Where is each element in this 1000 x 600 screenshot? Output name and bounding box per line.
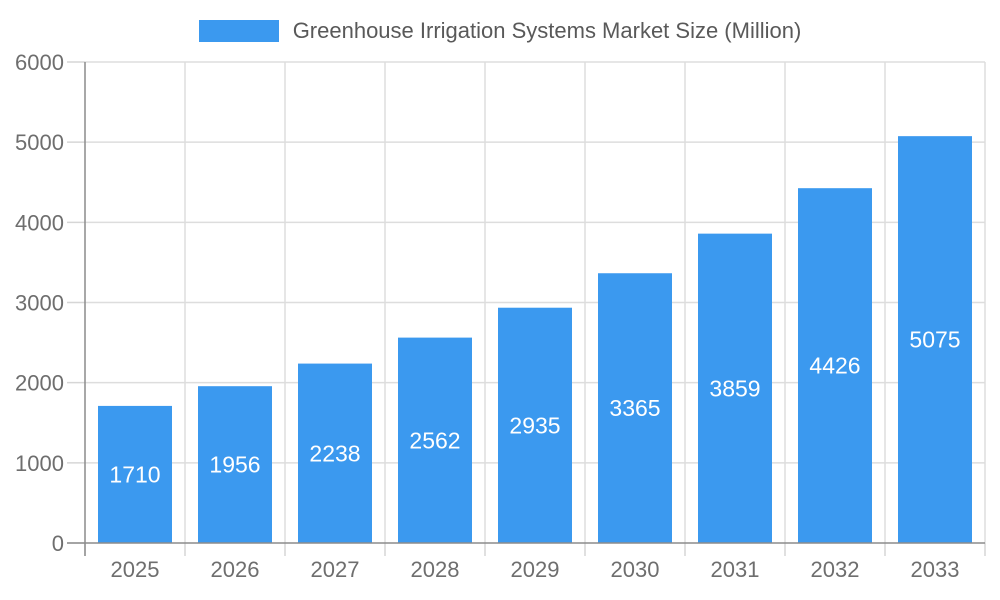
bar-value-label: 2935 bbox=[509, 412, 560, 438]
bar-value-label: 1956 bbox=[209, 452, 260, 478]
bar-2030[interactable] bbox=[598, 273, 672, 543]
x-tick-label: 2030 bbox=[611, 557, 660, 582]
bar-value-label: 3859 bbox=[709, 375, 760, 401]
legend-swatch[interactable] bbox=[198, 20, 279, 42]
bar-value-label: 5075 bbox=[909, 327, 960, 353]
y-tick-label: 5000 bbox=[15, 130, 64, 155]
bar-2027[interactable] bbox=[298, 363, 372, 543]
x-tick-label: 2029 bbox=[511, 557, 560, 582]
bar-2033[interactable] bbox=[898, 136, 972, 543]
bar-value-label: 1710 bbox=[109, 461, 160, 487]
y-tick-label: 6000 bbox=[15, 50, 64, 75]
y-tick-label: 3000 bbox=[15, 291, 64, 316]
x-tick-label: 2026 bbox=[211, 557, 260, 582]
y-tick-label: 0 bbox=[52, 531, 64, 556]
legend-label: Greenhouse Irrigation Systems Market Siz… bbox=[292, 18, 802, 43]
bar-value-label: 4426 bbox=[809, 353, 860, 379]
x-tick-label: 2025 bbox=[111, 557, 160, 582]
bar-2029[interactable] bbox=[498, 307, 572, 543]
x-tick-label: 2028 bbox=[411, 557, 460, 582]
bar-2031[interactable] bbox=[698, 233, 772, 543]
x-tick-label: 2032 bbox=[811, 557, 860, 582]
bar-value-label: 2238 bbox=[309, 440, 360, 466]
x-tick-label: 2031 bbox=[711, 557, 760, 582]
bar-value-label: 2562 bbox=[409, 427, 460, 453]
bar-2026[interactable] bbox=[198, 386, 272, 543]
bar-2028[interactable] bbox=[398, 337, 472, 543]
x-tick-label: 2027 bbox=[311, 557, 360, 582]
legend[interactable]: Greenhouse Irrigation Systems Market Siz… bbox=[0, 18, 1000, 44]
bar-2025[interactable] bbox=[98, 405, 172, 543]
y-tick-label: 2000 bbox=[15, 371, 64, 396]
y-tick-label: 1000 bbox=[15, 451, 64, 476]
y-tick-label: 4000 bbox=[15, 210, 64, 235]
bar-2032[interactable] bbox=[798, 188, 872, 544]
x-tick-label: 2033 bbox=[911, 557, 960, 582]
bar-value-label: 3365 bbox=[609, 395, 660, 421]
